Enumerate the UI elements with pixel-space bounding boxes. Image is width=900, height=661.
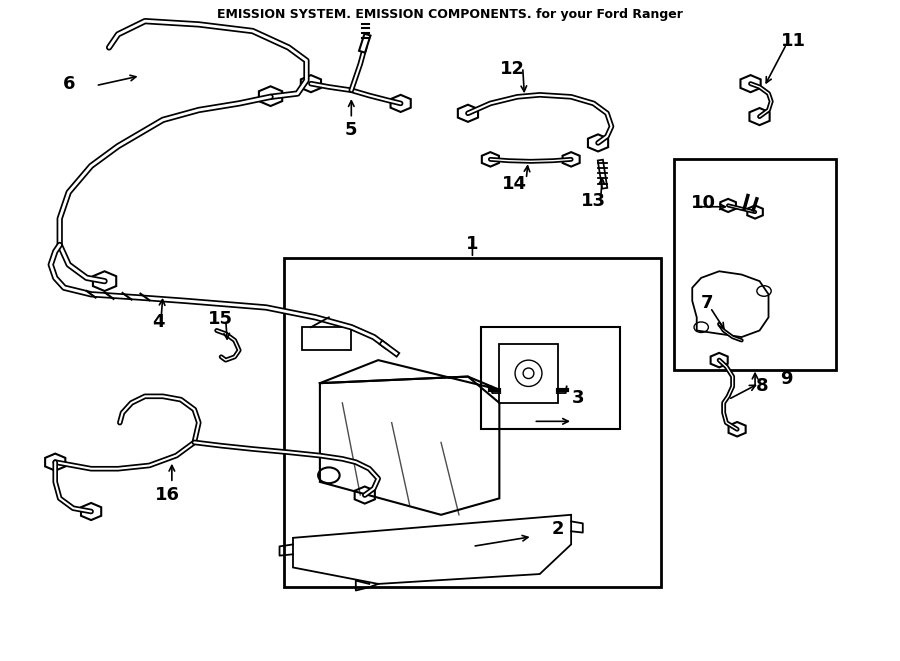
Text: 15: 15 bbox=[208, 309, 233, 328]
Text: 10: 10 bbox=[690, 194, 716, 212]
Text: 5: 5 bbox=[345, 121, 357, 139]
Text: 8: 8 bbox=[756, 377, 769, 395]
Text: 7: 7 bbox=[700, 294, 713, 312]
Text: 12: 12 bbox=[500, 60, 526, 78]
Text: EMISSION SYSTEM. EMISSION COMPONENTS. for your Ford Ranger: EMISSION SYSTEM. EMISSION COMPONENTS. fo… bbox=[217, 8, 683, 21]
Text: 3: 3 bbox=[572, 389, 585, 407]
Text: 9: 9 bbox=[780, 370, 793, 388]
Bar bbox=[482, 327, 620, 429]
Text: 14: 14 bbox=[502, 175, 527, 193]
Text: 2: 2 bbox=[552, 520, 564, 538]
Text: 16: 16 bbox=[155, 486, 180, 504]
Text: 6: 6 bbox=[62, 75, 75, 93]
Text: 4: 4 bbox=[152, 313, 165, 331]
Text: 13: 13 bbox=[581, 192, 606, 210]
Text: 1: 1 bbox=[466, 235, 479, 253]
Text: 11: 11 bbox=[781, 32, 806, 50]
Bar bbox=[302, 327, 351, 350]
Bar bbox=[674, 159, 836, 370]
Bar bbox=[500, 344, 558, 403]
Bar bbox=[284, 258, 661, 587]
